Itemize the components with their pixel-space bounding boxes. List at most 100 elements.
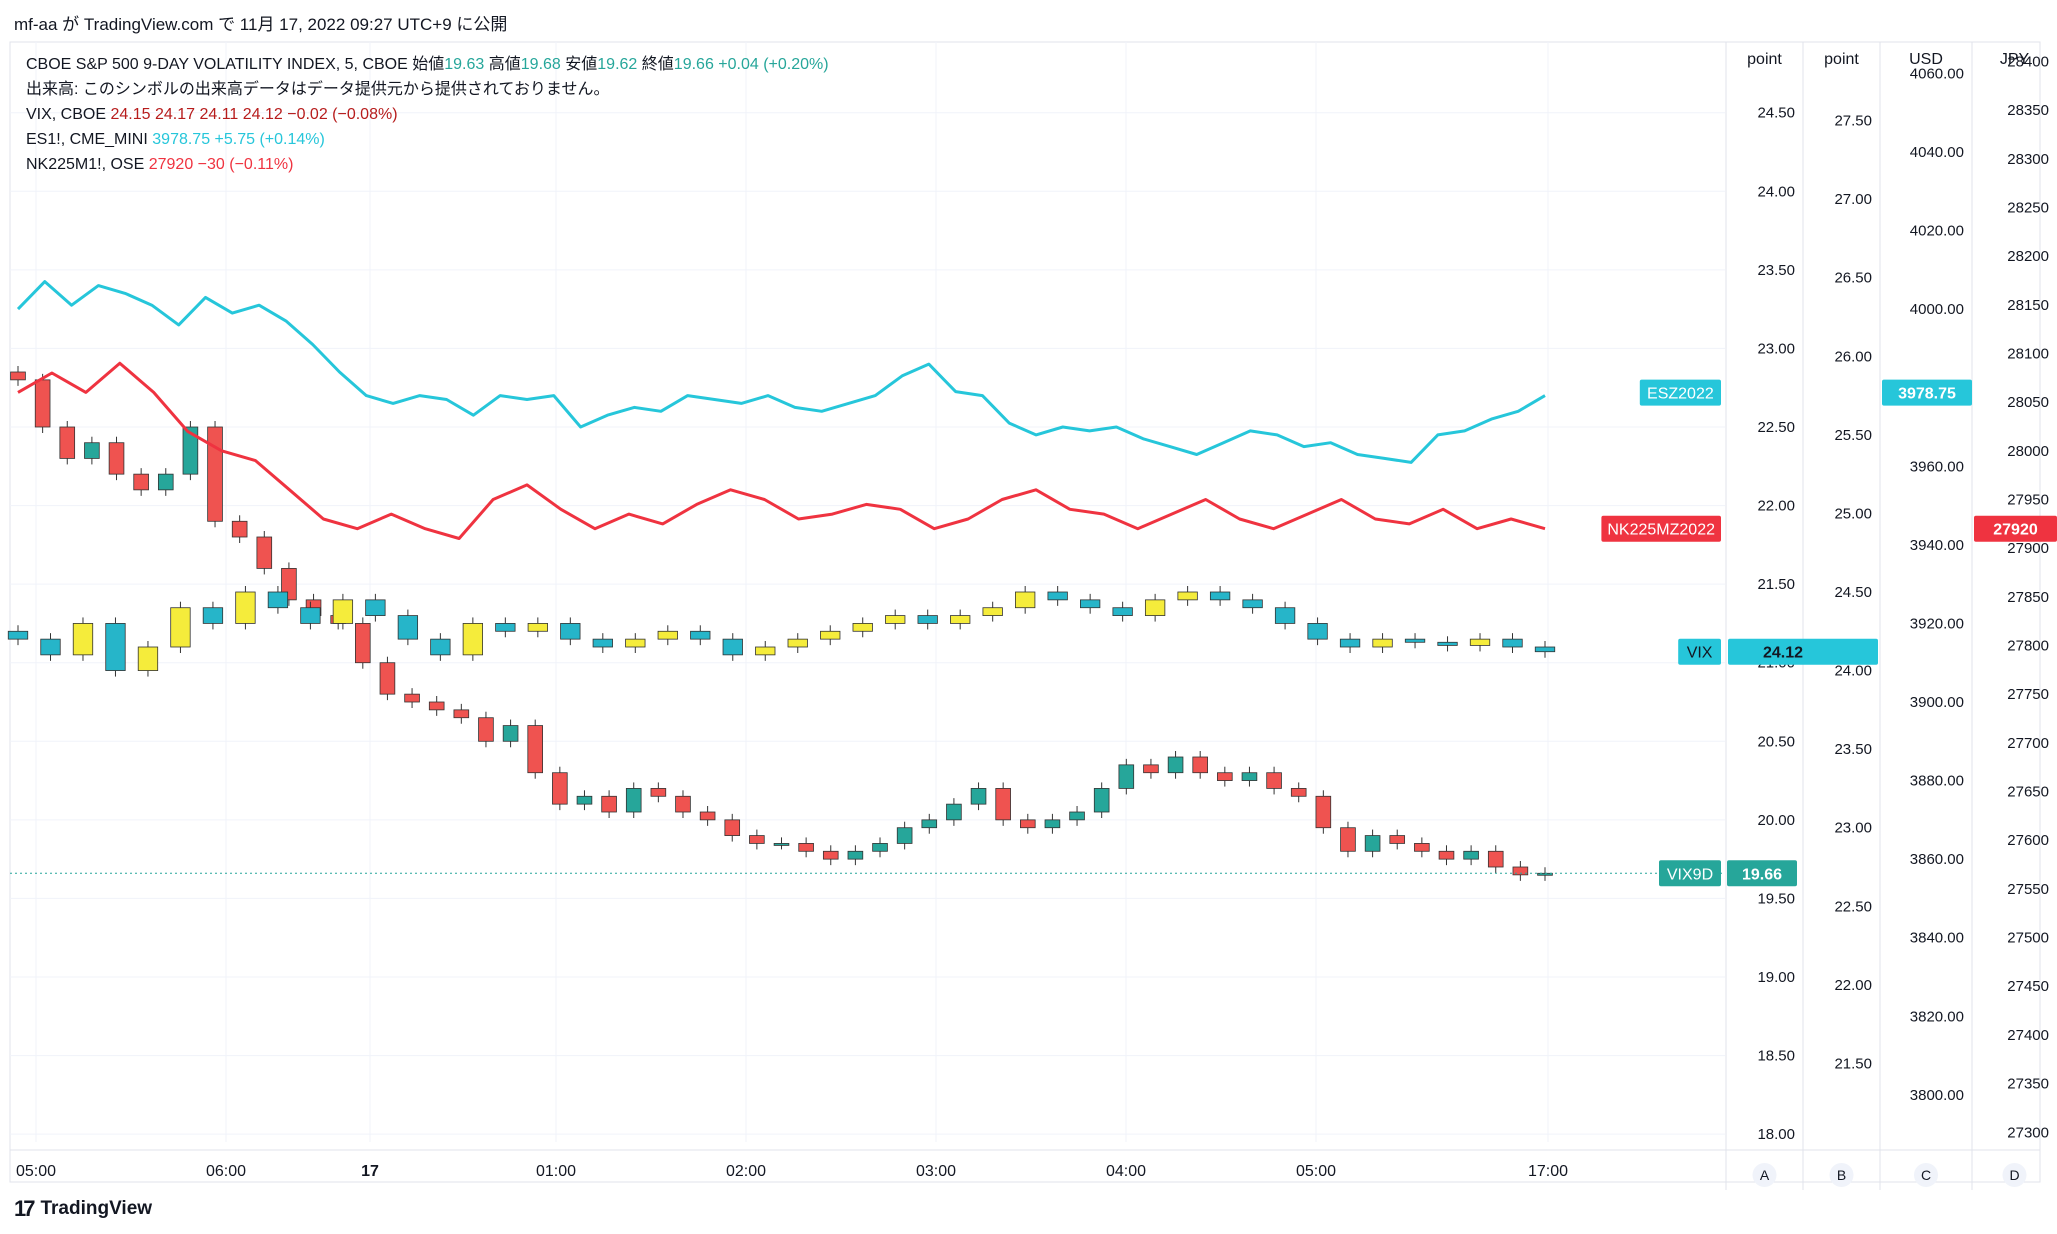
series-line-ESZ2022 bbox=[16, 280, 1546, 464]
candle-VIX bbox=[1242, 599, 1263, 609]
axis-tick-label: 27950 bbox=[2007, 492, 2049, 509]
candle-VIX9D bbox=[1414, 843, 1430, 852]
axis-footer-circle bbox=[1829, 1163, 1854, 1187]
candle-VIX bbox=[365, 599, 386, 616]
axis-tick-label: 3860.00 bbox=[1910, 851, 1964, 868]
axis-tick-label: 28250 bbox=[2007, 199, 2049, 216]
candle-VIX bbox=[917, 615, 938, 624]
candle-VIX9D bbox=[970, 788, 987, 805]
axis-tick-label: 27400 bbox=[2007, 1027, 2049, 1044]
axis-tick-label: 4000.00 bbox=[1910, 301, 1964, 318]
candle-VIX9D bbox=[157, 473, 174, 491]
candle-VIX bbox=[267, 591, 289, 609]
series-value-badge-text: 3978.75 bbox=[1898, 386, 1956, 403]
time-tick-label: 03:00 bbox=[916, 1163, 956, 1180]
candle-VIX bbox=[755, 646, 776, 656]
candle-VIX bbox=[332, 599, 354, 624]
legend-change: +0.04 (+0.20%) bbox=[718, 56, 829, 73]
legend-main-name[interactable]: CBOE S&P 500 9-DAY VOLATILITY INDEX, 5, … bbox=[26, 56, 408, 73]
axis-tick-label: 27300 bbox=[2007, 1124, 2049, 1141]
candle-VIX bbox=[852, 623, 873, 632]
candle-VIX9D bbox=[552, 772, 568, 805]
axis-tick-label: 20.00 bbox=[1757, 812, 1795, 829]
candle-VIX9D bbox=[355, 623, 371, 664]
candle-VIX bbox=[1274, 607, 1296, 624]
candle-VIX9D bbox=[798, 843, 814, 852]
axis-tick-label: 20.50 bbox=[1757, 733, 1795, 750]
candle-VIX9D bbox=[1093, 788, 1110, 813]
candle-VIX9D bbox=[84, 442, 100, 459]
candle-VIX9D bbox=[1389, 835, 1406, 844]
series-value-badge bbox=[1882, 379, 1972, 406]
candle-VIX9D bbox=[1340, 827, 1356, 852]
candle-VIX bbox=[1112, 607, 1133, 616]
legend-low: 19.62 bbox=[597, 56, 638, 73]
candle-VIX bbox=[300, 607, 321, 624]
axis-tick-label: 27500 bbox=[2007, 930, 2049, 947]
candle-VIX bbox=[1307, 623, 1328, 640]
candle-VIX bbox=[982, 607, 1003, 616]
candle-VIX bbox=[1080, 599, 1101, 609]
axis-tick-label: 4040.00 bbox=[1910, 144, 1964, 161]
axis-footer-label: B bbox=[1837, 1167, 1846, 1183]
publish-header: mf-aa が TradingView.com で 11月 17, 2022 0… bbox=[14, 15, 508, 34]
legend-high-label: 高値 bbox=[488, 56, 521, 73]
axis-tick-label: 22.00 bbox=[1834, 977, 1872, 994]
candle-VIX9D bbox=[404, 693, 420, 703]
candle-VIX9D bbox=[256, 536, 273, 569]
axis-tick-label: 22.50 bbox=[1757, 419, 1795, 436]
axis-tick-label: 27700 bbox=[2007, 735, 2049, 752]
candle-VIX9D bbox=[921, 819, 938, 829]
footer-brand[interactable]: 17 TradingView bbox=[14, 1196, 152, 1222]
candle-VIX bbox=[462, 623, 483, 656]
legend-vix-name[interactable]: VIX, CBOE bbox=[26, 106, 107, 123]
series-name-badge-text: VIX bbox=[1687, 645, 1713, 662]
axis-tick-label: 27800 bbox=[2007, 638, 2049, 655]
candle-VIX9D bbox=[1290, 788, 1307, 797]
axis-tick-label: 28300 bbox=[2007, 151, 2049, 168]
axis-tick-label: 25.00 bbox=[1834, 505, 1872, 522]
legend-nk-name[interactable]: NK225M1!, OSE bbox=[26, 156, 145, 173]
axis-tick-label: 27900 bbox=[2007, 540, 2049, 557]
axis-tick-label: 24.00 bbox=[1834, 663, 1872, 680]
time-tick-label: 01:00 bbox=[536, 1163, 576, 1180]
candle-VIX9D bbox=[10, 371, 26, 381]
candle-VIX bbox=[1469, 638, 1491, 646]
time-tick-label: 02:00 bbox=[726, 1163, 766, 1180]
candle-VIX9D bbox=[650, 788, 667, 797]
candle-VIX bbox=[1372, 638, 1393, 648]
candle-VIX bbox=[1209, 591, 1231, 601]
candle-VIX9D bbox=[1069, 811, 1085, 821]
candle-VIX bbox=[1502, 638, 1523, 648]
candle-VIX bbox=[527, 623, 548, 632]
axis-tick-label: 26.50 bbox=[1834, 270, 1872, 287]
candle-VIX9D bbox=[478, 717, 494, 742]
time-tick-label: 04:00 bbox=[1106, 1163, 1146, 1180]
candle-VIX9D bbox=[675, 795, 691, 813]
axis-tick-label: 28050 bbox=[2007, 394, 2049, 411]
chart-area[interactable]: point 24.50 24.00 23.50 23.00 22.50 22.00 21.50… bbox=[0, 40, 2057, 1190]
candle-VIX9D bbox=[1438, 850, 1455, 860]
candle-VIX9D bbox=[1217, 772, 1233, 781]
axis-tick-label: 27850 bbox=[2007, 589, 2049, 606]
candle-VIX9D bbox=[502, 725, 519, 742]
axis-footer-circle bbox=[2002, 1163, 2027, 1187]
candle-VIX9D bbox=[995, 788, 1011, 821]
candle-VIX9D bbox=[1463, 850, 1479, 860]
series-value-badge-text: 19.66 bbox=[1742, 866, 1782, 883]
candle-VIX9D bbox=[1241, 772, 1258, 781]
legend-vix-values: 24.15 24.17 24.11 24.12 −0.02 (−0.08%) bbox=[110, 106, 398, 123]
axis-tick-label: 18.50 bbox=[1757, 1048, 1795, 1065]
series-value-badge-text: 27920 bbox=[1993, 522, 2038, 539]
candle-VIX9D bbox=[428, 701, 445, 711]
candle-VIX bbox=[1404, 638, 1426, 643]
candle-VIX bbox=[397, 615, 419, 640]
legend-es-name[interactable]: ES1!, CME_MINI bbox=[26, 131, 148, 148]
candle-VIX9D bbox=[625, 788, 642, 813]
legend-high: 19.68 bbox=[520, 56, 561, 73]
legend-es: ES1!, CME_MINI 3978.75 +5.75 (+0.14%) bbox=[26, 127, 829, 152]
series-name-badge-text: ESZ2022 bbox=[1647, 386, 1714, 403]
grid-lines bbox=[9, 41, 2041, 1183]
axis-tick-label: 19.00 bbox=[1757, 969, 1795, 986]
axis-tick-label: 27650 bbox=[2007, 784, 2049, 801]
